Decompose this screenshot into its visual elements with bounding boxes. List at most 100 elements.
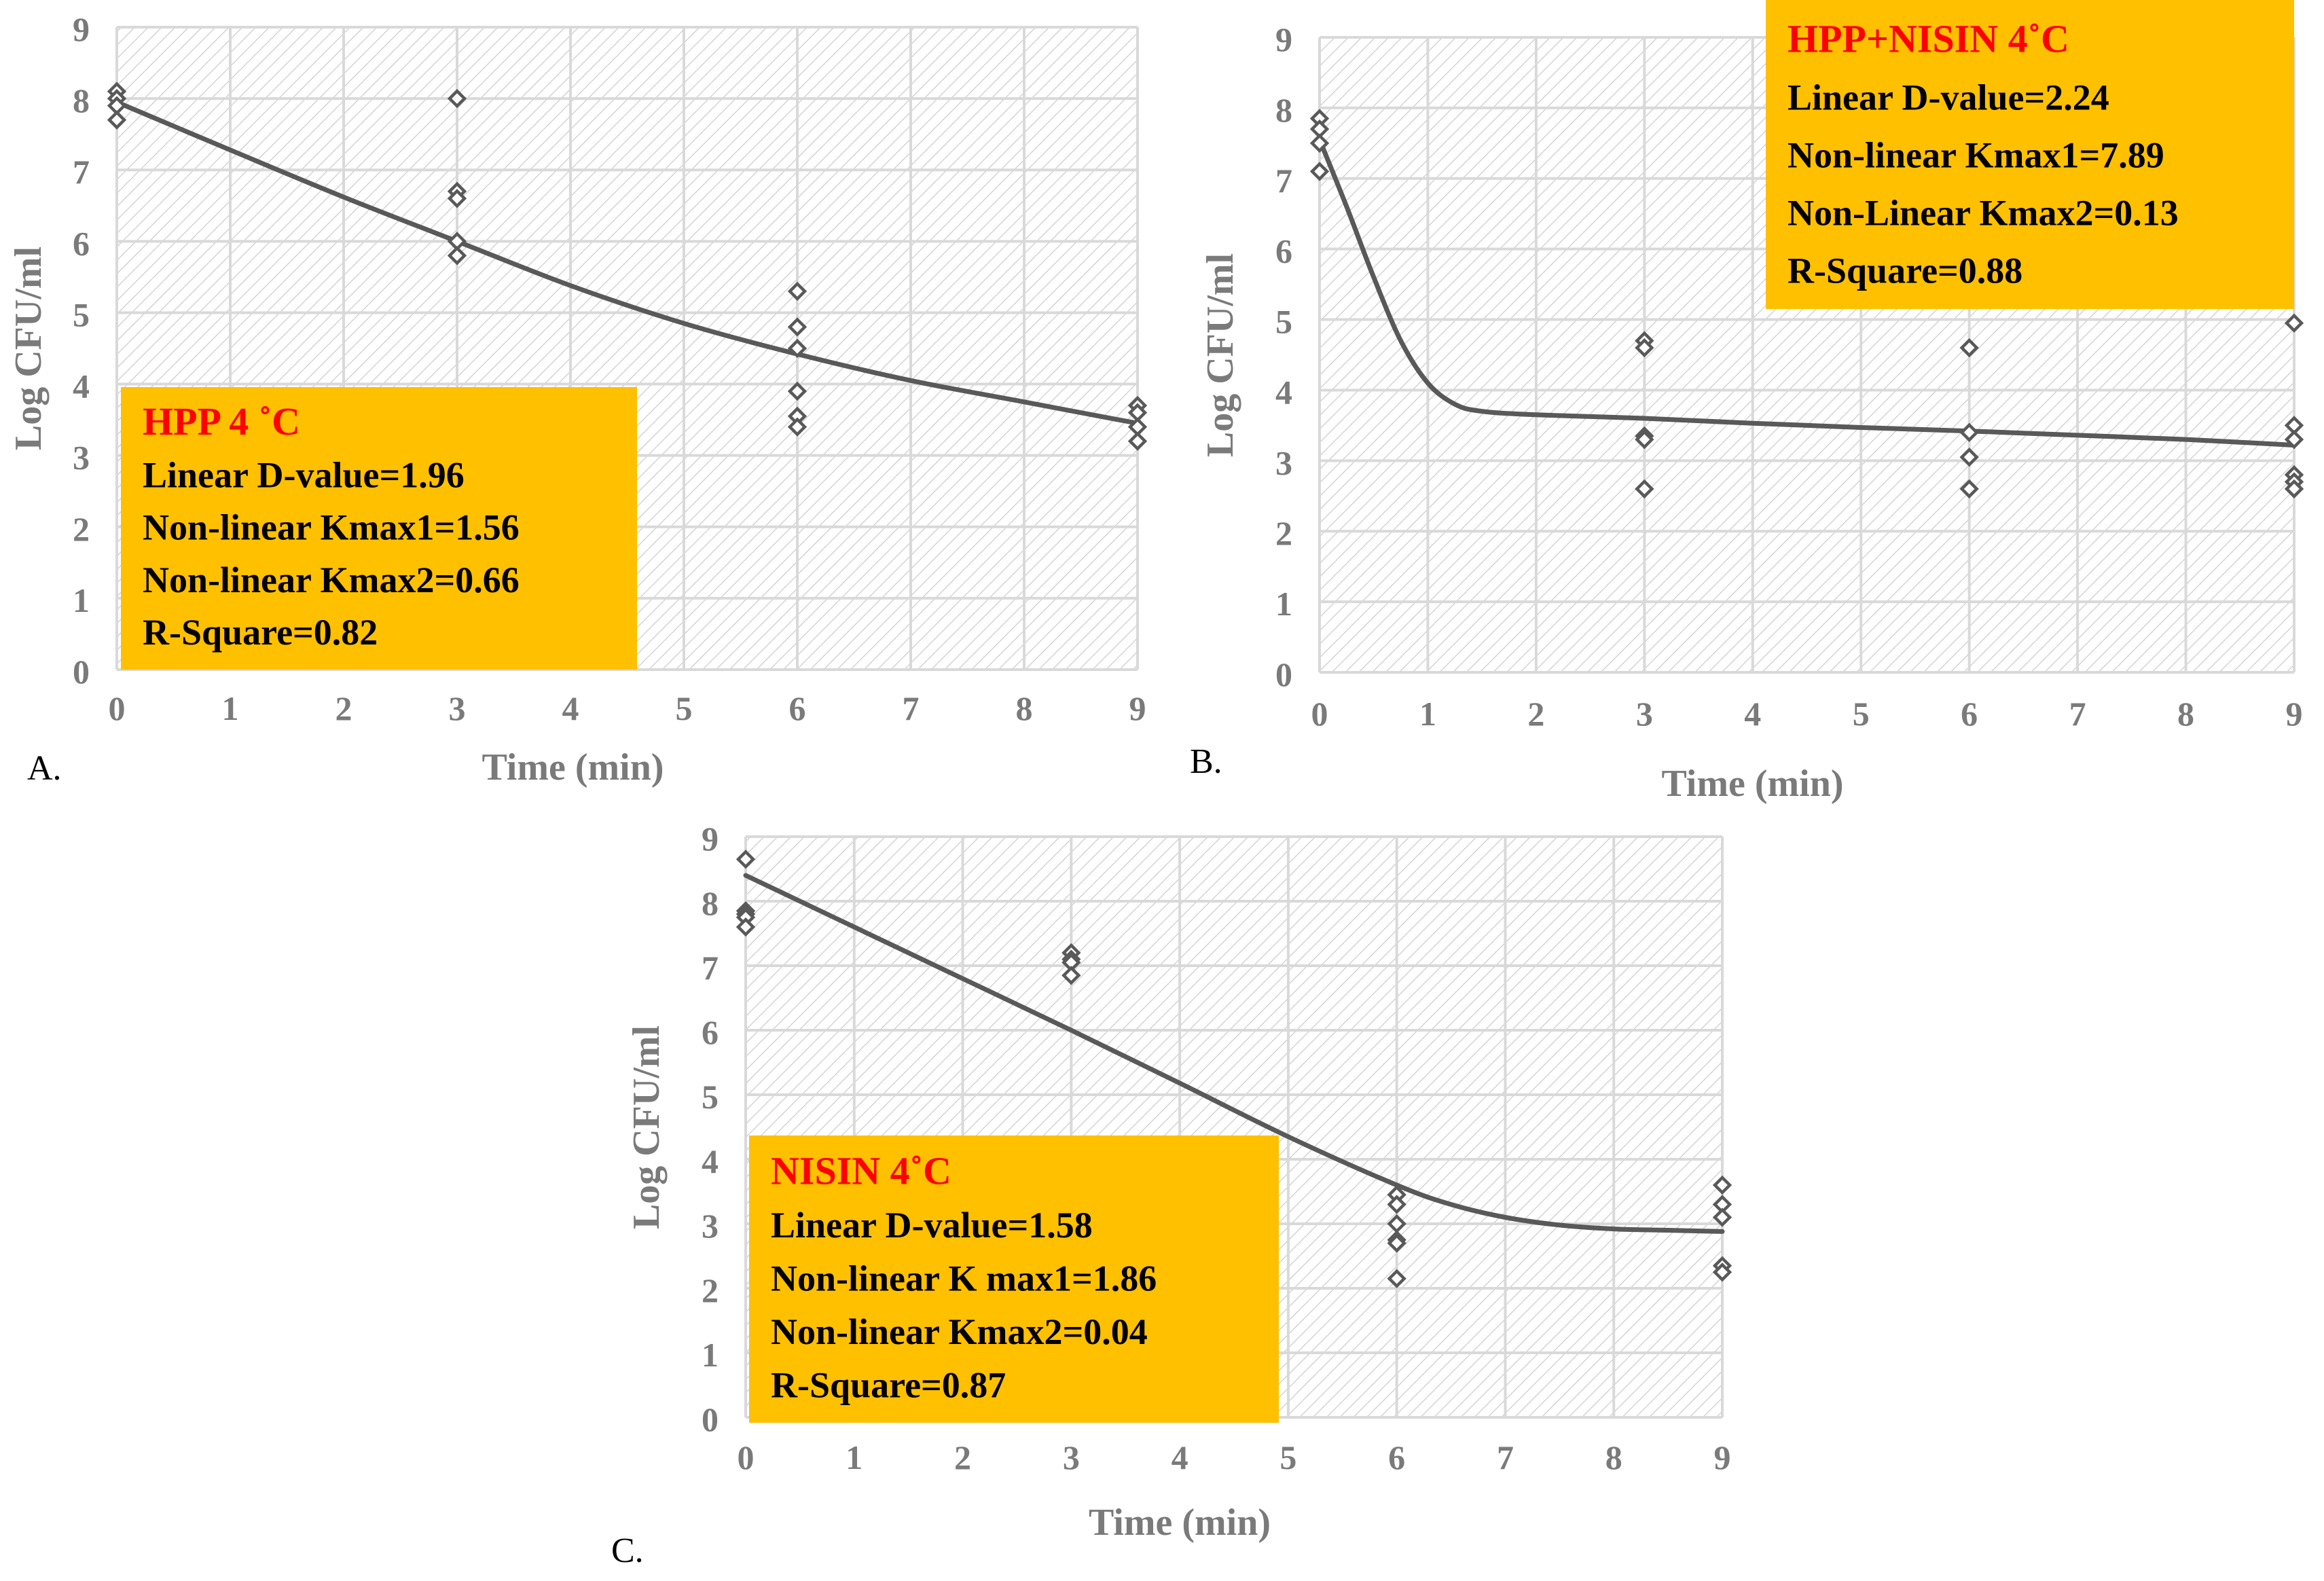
y-tick-label: 7 xyxy=(702,949,719,987)
data-point xyxy=(447,246,467,266)
x-tick-label: 9 xyxy=(2286,695,2303,733)
y-tick-label: 4 xyxy=(702,1142,719,1180)
x-tick-label: 4 xyxy=(562,689,579,727)
y-tick-label: 1 xyxy=(1275,585,1292,623)
y-tick-label: 2 xyxy=(73,510,90,548)
annotation-line: R-Square=0.87 xyxy=(771,1365,1006,1406)
data-point xyxy=(2284,429,2304,450)
y-tick-label: 9 xyxy=(73,10,90,48)
y-tick-label: 5 xyxy=(73,295,90,333)
annotation-line: R-Square=0.82 xyxy=(143,612,378,653)
data-point xyxy=(447,189,467,208)
annotation-box: HPP+NISIN 4˚C Linear D-value=2.24 Non-line… xyxy=(1766,0,2294,309)
x-tick-label: 8 xyxy=(2177,695,2194,733)
y-tick-label: 3 xyxy=(702,1207,719,1245)
data-point xyxy=(2284,479,2304,499)
x-tick-label: 8 xyxy=(1016,689,1033,727)
chart-panel-1: 0 1 2 3 4 5 6 7 8 9 0 1 2 3 4 5 6 7 8 9 Time (min) Log CFU/ml… xyxy=(1190,0,2304,805)
x-tick-label: 7 xyxy=(903,689,920,727)
data-point xyxy=(1309,162,1330,181)
x-axis-label: Time (min) xyxy=(1089,1502,1271,1544)
annotation-line: Linear D-value=1.96 xyxy=(143,454,465,495)
x-tick-label: 6 xyxy=(789,689,806,727)
annotation-title: HPP+NISIN 4˚C xyxy=(1787,16,2069,60)
y-axis-label: Log CFU/ml xyxy=(1199,253,1241,457)
x-tick-label: 7 xyxy=(1497,1438,1514,1476)
data-point xyxy=(1061,966,1081,985)
x-tick-label: 5 xyxy=(1279,1438,1296,1476)
y-tick-label: 7 xyxy=(1275,162,1292,200)
x-tick-label: 3 xyxy=(449,689,466,727)
data-point xyxy=(1127,431,1148,451)
x-axis-label: Time (min) xyxy=(482,746,664,788)
y-tick-label: 4 xyxy=(73,367,90,405)
data-point xyxy=(736,917,756,937)
y-tick-label: 6 xyxy=(73,224,90,262)
y-tick-label: 9 xyxy=(1275,20,1292,58)
y-tick-label: 1 xyxy=(702,1336,719,1374)
annotation-line: R-Square=0.88 xyxy=(1787,250,2022,291)
y-tick-label: 2 xyxy=(702,1271,719,1309)
annotation-line: Non-linear Kmax2=0.66 xyxy=(143,560,520,600)
annotation-line: Linear D-value=1.58 xyxy=(771,1205,1093,1246)
data-point xyxy=(1712,1262,1732,1282)
x-tick-label: 0 xyxy=(1311,695,1328,733)
x-tick-label: 1 xyxy=(1419,695,1436,733)
data-point xyxy=(107,110,127,130)
data-point xyxy=(787,317,807,337)
data-point xyxy=(1959,447,1979,467)
x-tick-label: 4 xyxy=(1744,695,1761,733)
x-tick-label: 7 xyxy=(2069,695,2086,733)
data-point xyxy=(1387,1195,1406,1214)
panel-label: A. xyxy=(27,749,62,788)
y-tick-label: 4 xyxy=(1275,373,1292,411)
x-tick-label: 0 xyxy=(738,1438,755,1476)
y-tick-label: 6 xyxy=(702,1013,719,1051)
x-tick-label: 3 xyxy=(1636,695,1653,733)
data-point xyxy=(787,281,807,302)
y-tick-label: 0 xyxy=(73,653,90,691)
x-tick-label: 1 xyxy=(222,689,239,727)
x-tick-label: 6 xyxy=(1388,1438,1405,1476)
data-point xyxy=(1387,1233,1406,1253)
x-tick-label: 4 xyxy=(1172,1438,1188,1476)
chart-panel-2: 0 1 2 3 4 5 6 7 8 9 0 1 2 3 4 5 6 7 8 9 Time (min) Log CFU/ml… xyxy=(611,820,1732,1570)
annotation-line: Linear D-value=2.24 xyxy=(1787,77,2109,117)
annotation-line: Non-linear Kmax1=1.56 xyxy=(143,507,520,548)
panel-label: B. xyxy=(1190,742,1222,781)
y-axis-label: Log CFU/ml xyxy=(625,1025,668,1229)
y-tick-label: 5 xyxy=(1275,303,1292,341)
x-tick-label: 2 xyxy=(1527,695,1544,733)
y-tick-label: 6 xyxy=(1275,232,1292,270)
x-tick-label: 9 xyxy=(1129,689,1146,727)
annotation-line: Non-Linear Kmax2=0.13 xyxy=(1787,192,2179,233)
y-tick-label: 9 xyxy=(702,820,719,858)
chart-panel-0: 0 1 2 3 4 5 6 7 8 9 0 1 2 3 4 5 6 7 8 9 Time (min) Log CFU/ml… xyxy=(7,10,1148,788)
x-tick-label: 8 xyxy=(1605,1438,1622,1476)
y-tick-label: 0 xyxy=(702,1400,719,1438)
y-tick-label: 7 xyxy=(73,153,90,191)
x-tick-label: 5 xyxy=(676,689,693,727)
y-tick-label: 2 xyxy=(1275,514,1292,552)
fit-curve xyxy=(114,99,1140,426)
y-tick-label: 0 xyxy=(1275,655,1292,693)
annotation-line: Non-linear Kmax2=0.04 xyxy=(771,1311,1148,1352)
x-tick-label: 0 xyxy=(109,689,126,727)
data-point xyxy=(1635,429,1654,450)
data-point xyxy=(1309,133,1330,153)
data-point xyxy=(1959,479,1979,499)
fit-curve xyxy=(1317,137,2297,448)
data-point xyxy=(787,381,807,401)
annotation-line: Non-linear K max1=1.86 xyxy=(771,1258,1157,1299)
annotation-background xyxy=(121,387,637,670)
data-point xyxy=(1712,1175,1732,1195)
y-axis-label: Log CFU/ml xyxy=(7,247,50,450)
y-tick-label: 1 xyxy=(73,581,90,619)
annotation-title: HPP 4 ˚C xyxy=(143,399,300,443)
x-axis-label: Time (min) xyxy=(1661,763,1843,805)
x-tick-label: 9 xyxy=(1714,1438,1731,1476)
annotation-title: NISIN 4˚C xyxy=(771,1148,951,1193)
y-tick-label: 3 xyxy=(1275,443,1292,481)
annotation-line: Non-linear Kmax1=7.89 xyxy=(1787,134,2164,175)
